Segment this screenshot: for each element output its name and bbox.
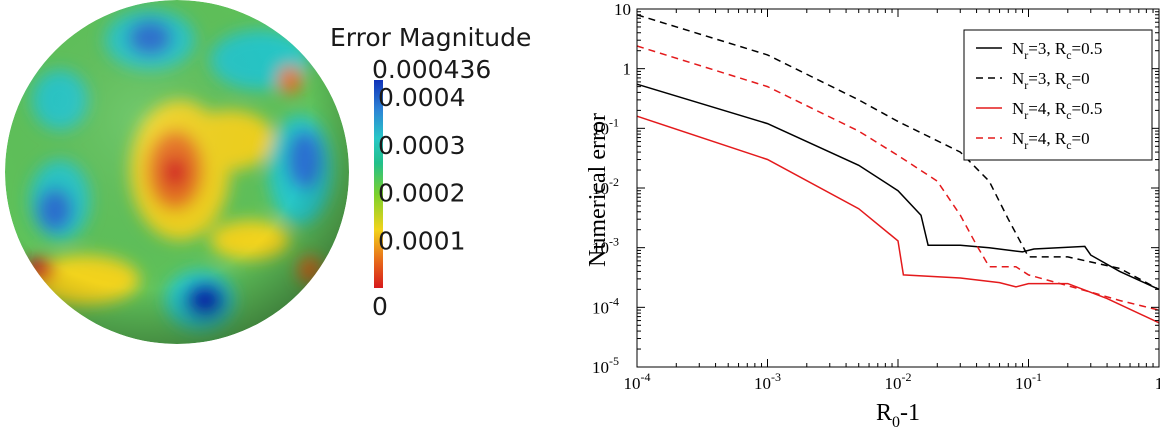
colorbar-max-label: 0.000436 <box>372 55 491 84</box>
legend-label: Nr=3, Rc=0.5 <box>1012 39 1102 62</box>
y-tick-label: 10-5 <box>592 354 619 377</box>
sphere-visualization: Error Magnitude 0.000436 0.0004 0.0003 0.0… <box>5 0 531 344</box>
sphere-panel: Error Magnitude 0.000436 0.0004 0.0003 0.0… <box>0 0 560 435</box>
colorbar-tick-label: 0.0001 <box>378 226 465 255</box>
x-tick-label: 10-4 <box>624 370 651 393</box>
legend-box <box>963 29 1153 161</box>
x-tick-label: 10-1 <box>1015 370 1042 393</box>
y-tick-label: 10 <box>614 0 631 19</box>
error-chart: 10-4 10-3 10-2 10-1 110110-110-210-310-410-5… <box>585 0 1160 431</box>
x-axis-label: R0-1 <box>876 400 920 431</box>
x-tick-label: 1 <box>1155 374 1160 393</box>
y-tick-label: 10-4 <box>592 294 619 317</box>
sphere-surface <box>5 0 349 344</box>
legend: Nr=3, Rc=0.5 Nr=3, Rc=0 Nr=4, Rc=0.5 Nr=4, … <box>963 29 1153 161</box>
x-tick-label: 10-2 <box>885 370 912 393</box>
colorbar: Error Magnitude 0.000436 0.0004 0.0003 0.0… <box>330 23 531 321</box>
y-tick-label: 1 <box>623 60 632 79</box>
legend-label: Nr=4, Rc=0.5 <box>1012 99 1102 122</box>
series-line-2 <box>636 14 1160 291</box>
colorbar-gradient <box>374 80 383 288</box>
x-tick-label: 10-3 <box>754 370 781 393</box>
colorbar-tick-label: 0.0003 <box>378 131 465 160</box>
colorbar-tick-label: 0.0002 <box>378 179 465 208</box>
legend-label: Nr=3, Rc=0 <box>1012 69 1090 92</box>
colorbar-title: Error Magnitude <box>330 23 531 52</box>
series-line-3 <box>636 115 1160 324</box>
colorbar-min-label: 0 <box>372 292 388 321</box>
colorbar-tick-label: 0.0004 <box>378 83 465 112</box>
error-chart-panel: 10-4 10-3 10-2 10-1 1 10 1 10-1 10-2 10-3 10-4 10-5… <box>560 0 1160 435</box>
series-line-1 <box>636 83 1160 291</box>
y-axis-label: Numerical error <box>585 113 611 267</box>
legend-label: Nr=4, Rc=0 <box>1012 129 1090 152</box>
